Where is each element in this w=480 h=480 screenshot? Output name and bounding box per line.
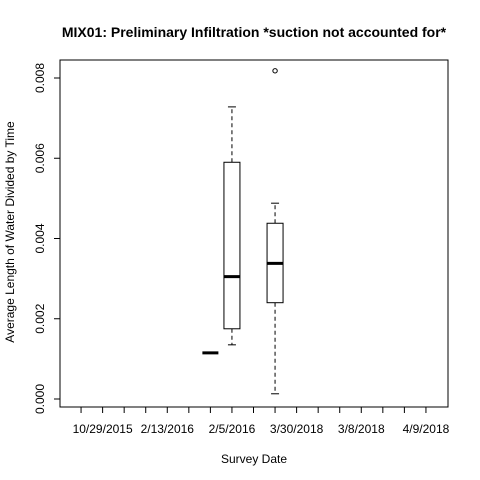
y-axis-label: Average Length of Water Divided by Time	[3, 121, 17, 343]
y-tick-label: 0.006	[33, 143, 47, 173]
plot-layer: 0.000 0.002 0.004 0.006 0.008 10/29/2015 2/13/…	[33, 59, 450, 436]
x-tick-label: 4/9/2018	[403, 422, 450, 436]
y-tick-label: 0.008	[33, 63, 47, 93]
box	[223, 161, 241, 330]
x-tick-label: 10/29/2015	[73, 422, 133, 436]
plot-frame	[59, 59, 449, 408]
x-tick-label: 2/13/2016	[141, 422, 195, 436]
y-tick-label: 0.000	[33, 384, 47, 414]
x-axis-label: Survey Date	[221, 452, 287, 466]
outlier-point	[272, 68, 278, 74]
x-tick-label: 3/30/2018	[270, 422, 324, 436]
y-tick-label: 0.004	[33, 223, 47, 253]
y-tick-label: 0.002	[33, 303, 47, 333]
x-tick-label: 2/5/2016	[209, 422, 256, 436]
chart-title: MIX01: Preliminary Infiltration *suction…	[62, 24, 447, 40]
x-tick-label: 3/8/2018	[338, 422, 385, 436]
